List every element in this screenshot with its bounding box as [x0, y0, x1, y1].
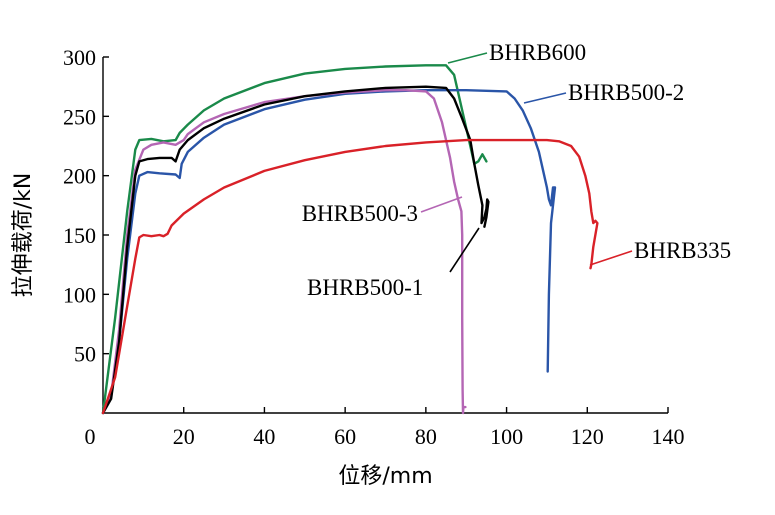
series-line-bhrb500-1 — [101, 85, 490, 415]
x-axis-title: 位移/mm — [338, 464, 432, 489]
y-axis-title: 拉伸载荷/kN — [11, 173, 36, 298]
y-ticks: 50 100 150 200 250 300 — [63, 45, 109, 367]
y-tick-label: 300 — [63, 45, 96, 70]
series-line-bhrb335 — [101, 138, 599, 415]
y-tick-label: 100 — [63, 282, 96, 307]
x-ticks: 0 20 40 60 80 100 120 140 — [85, 407, 685, 449]
callout-label-bhrb335: BHRB335 — [634, 238, 731, 263]
x-tick-label: 120 — [571, 424, 604, 449]
series-layer — [101, 64, 599, 415]
leader-line-bhrb335 — [589, 250, 633, 266]
y-tick-label: 250 — [63, 104, 96, 129]
y-tick-label: 150 — [63, 223, 96, 248]
x-tick-label: 60 — [334, 424, 356, 449]
series-line-bhrb600 — [101, 64, 488, 415]
callout-label-bhrb500-2: BHRB500-2 — [568, 80, 684, 105]
callout-label-bhrb500-1: BHRB500-1 — [307, 275, 423, 300]
x-tick-label: 80 — [415, 424, 437, 449]
leader-line-bhrb500-3 — [420, 196, 463, 213]
callout-label-bhrb500-3: BHRB500-3 — [302, 201, 418, 226]
callout-labels: BHRB600 BHRB500-2 BHRB500-3 BHRB500-1 BHRB33… — [302, 40, 731, 300]
x-tick-label: 20 — [173, 424, 195, 449]
leader-line-bhrb500-1 — [449, 227, 480, 273]
callout-label-bhrb600: BHRB600 — [489, 40, 586, 65]
axes: 0 20 40 60 80 100 120 140 50 100 150 200 250 300 — [63, 45, 685, 449]
y-tick-label: 50 — [74, 342, 96, 367]
leader-line-bhrb500-2 — [523, 92, 567, 104]
x-tick-label: 40 — [253, 424, 275, 449]
leader-line-bhrb600 — [447, 52, 488, 64]
callout-leaders — [420, 52, 633, 273]
series-line-bhrb500-3 — [101, 89, 467, 415]
x-tick-label: 100 — [490, 424, 523, 449]
y-tick-label: 200 — [63, 164, 96, 189]
series-line-bhrb500-2 — [101, 89, 557, 415]
x-tick-label: 140 — [652, 424, 685, 449]
x-tick-label: 0 — [85, 424, 96, 449]
